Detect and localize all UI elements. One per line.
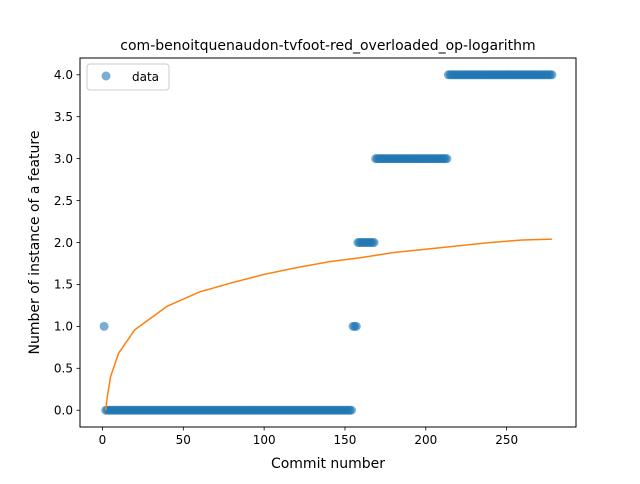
y-tick-label: 1.0 xyxy=(54,320,73,334)
chart-title: com-benoitquenaudon-tvfoot-red_overloade… xyxy=(120,38,535,54)
y-axis: 0.0 0.5 1.0 1.5 2.0 2.5 3.0 3.5 4.0 xyxy=(54,68,80,418)
x-tick-label: 250 xyxy=(495,433,518,447)
y-tick-label: 4.0 xyxy=(54,68,73,82)
fit-line xyxy=(104,238,552,411)
x-axis: 0 50 100 150 200 250 xyxy=(99,427,518,447)
x-tick-label: 100 xyxy=(253,433,276,447)
x-tick-label: 0 xyxy=(99,433,107,447)
x-axis-label: Commit number xyxy=(271,456,385,472)
data-point xyxy=(351,321,361,331)
y-tick-label: 3.0 xyxy=(54,152,73,166)
legend-label-data: data xyxy=(132,70,159,84)
data-series xyxy=(99,70,557,415)
plot-frame xyxy=(79,57,577,428)
y-tick-label: 1.5 xyxy=(54,278,73,292)
y-tick-label: 3.5 xyxy=(54,110,73,124)
y-tick-label: 0.0 xyxy=(54,404,73,418)
data-point xyxy=(442,154,452,164)
y-axis-label: Number of instance of a feature xyxy=(27,131,43,355)
x-tick-label: 50 xyxy=(176,433,191,447)
data-point xyxy=(369,238,379,247)
data-point xyxy=(547,70,557,80)
legend: data xyxy=(86,63,170,91)
legend-box xyxy=(86,63,170,91)
data-point xyxy=(346,405,356,415)
y-tick-label: 2.5 xyxy=(54,194,73,208)
data-point xyxy=(99,321,109,331)
y-tick-label: 2.0 xyxy=(54,236,73,250)
y-tick-label: 0.5 xyxy=(54,362,73,376)
legend-marker-data xyxy=(101,71,111,81)
x-tick-label: 200 xyxy=(414,433,437,447)
plot-area xyxy=(99,70,557,415)
x-tick-label: 150 xyxy=(334,433,357,447)
